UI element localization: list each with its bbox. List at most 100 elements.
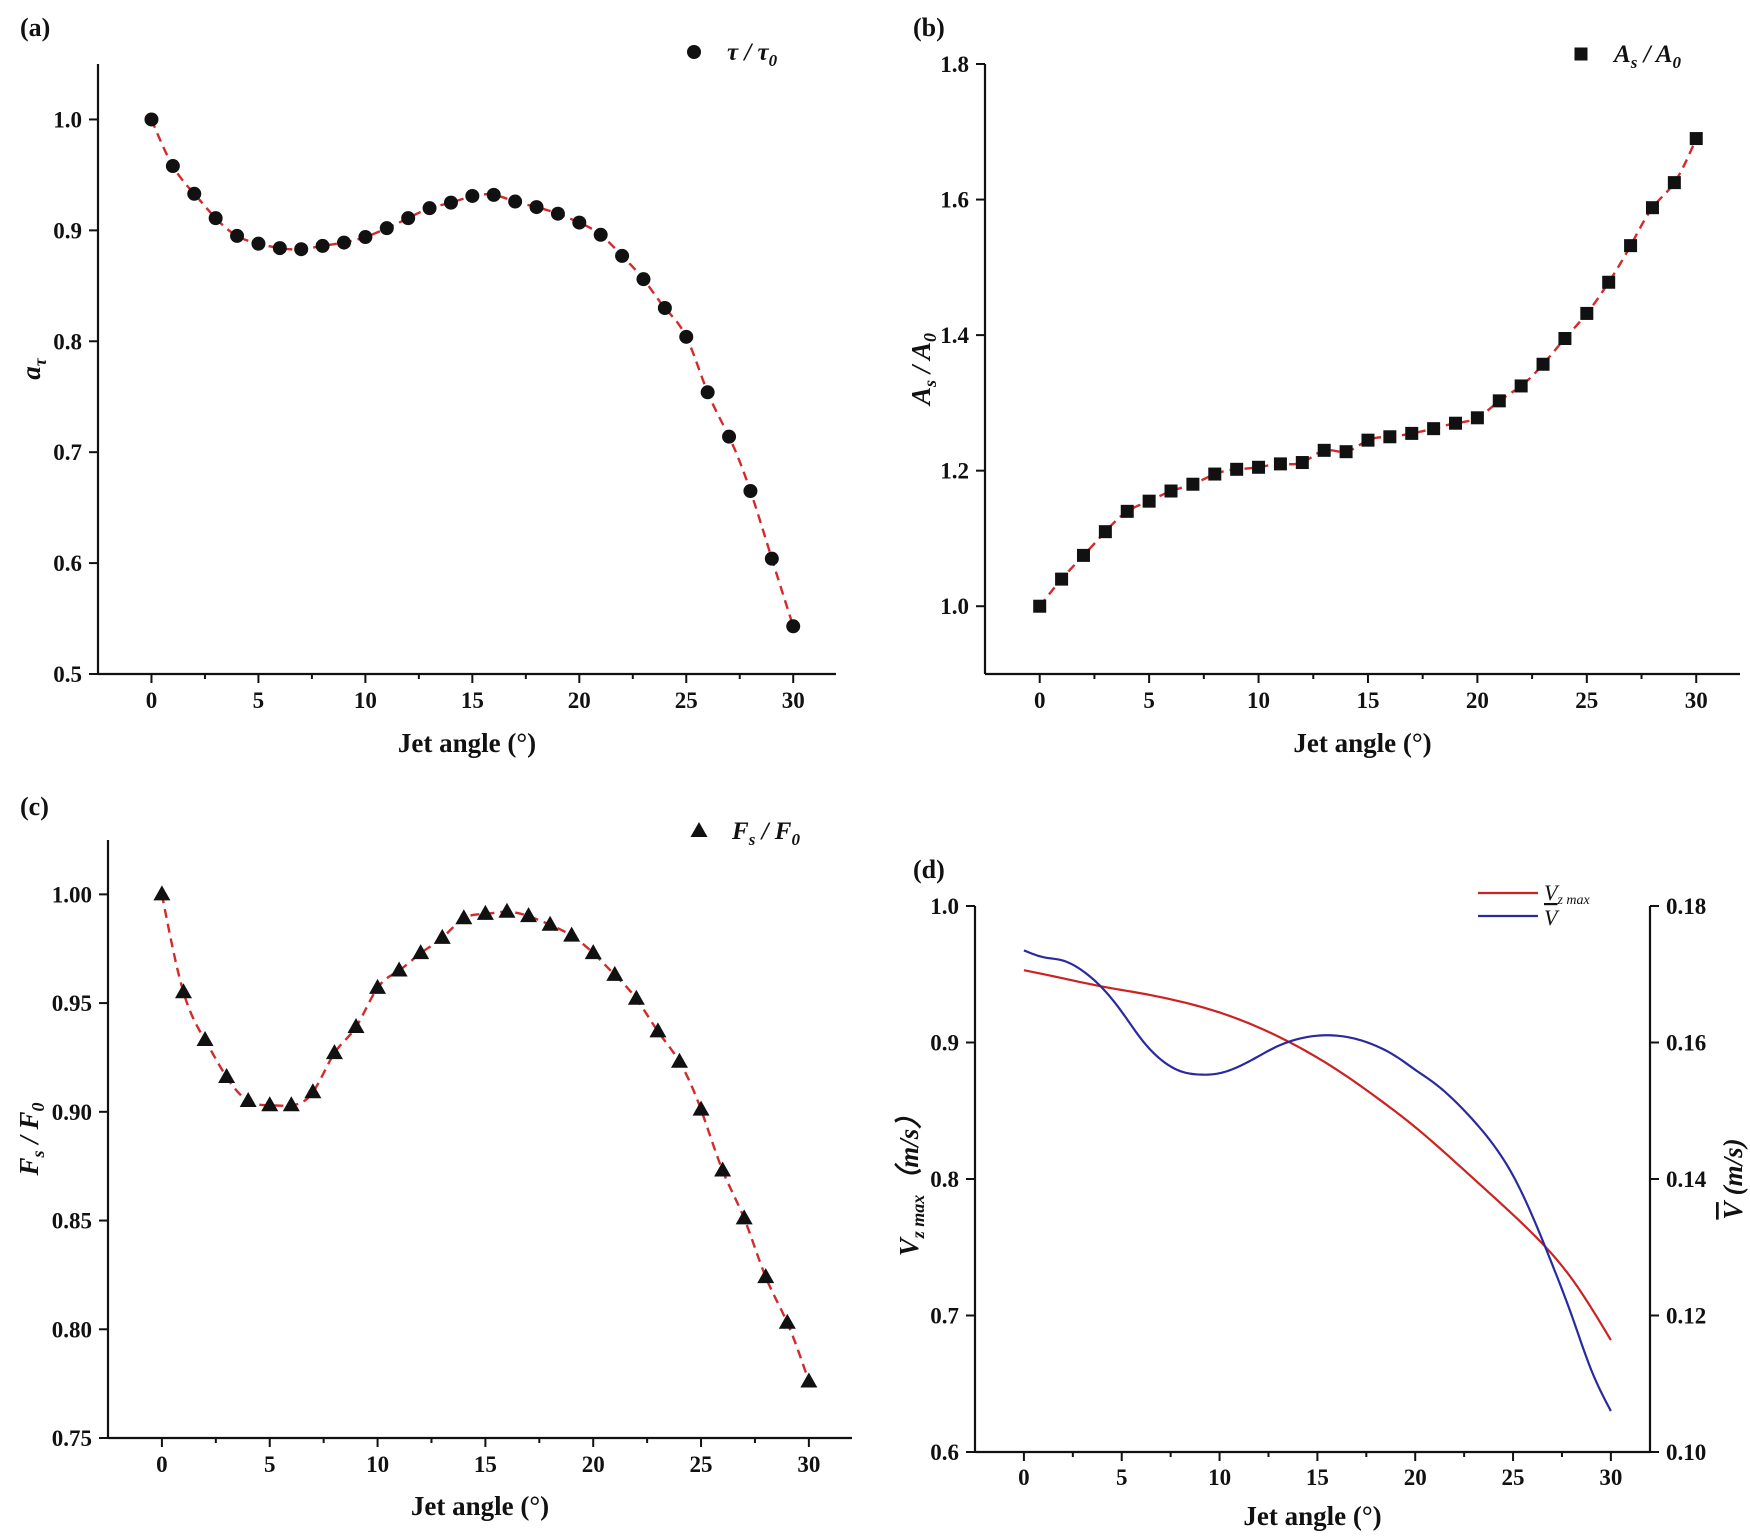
data-point <box>358 230 373 245</box>
data-point <box>743 484 758 498</box>
data-point <box>1273 457 1287 471</box>
y-tick-label: 0.85 <box>52 1209 92 1234</box>
y-tick-label: 0.90 <box>52 1100 92 1125</box>
x-tick-label: 0 <box>146 688 158 713</box>
data-point <box>657 301 672 315</box>
data-point <box>541 915 559 931</box>
data-point <box>465 188 480 203</box>
y2-tick-label: 0.14 <box>1666 1167 1707 1192</box>
data-point <box>174 983 192 999</box>
data-point <box>735 1209 753 1225</box>
data-point <box>778 1313 796 1329</box>
data-point <box>498 902 516 918</box>
data-point <box>670 1052 688 1068</box>
data-point <box>1076 548 1090 562</box>
panel-label: (b) <box>913 13 945 42</box>
data-point <box>455 909 473 925</box>
data-point <box>692 1100 710 1116</box>
chart-panel-d: (d) 0 5 10 15 20 25 30 0.6 0.7 0.8 0.9 1.0 0.10 0.12 0.… <box>894 855 1748 1531</box>
y2-tick-label: 0.12 <box>1666 1304 1706 1329</box>
y-axis-title: aτ <box>16 357 50 380</box>
data-point <box>1624 239 1638 253</box>
y-axis-title: As / A0 <box>906 333 940 407</box>
legend-label: As / A0 <box>1612 41 1682 72</box>
x-tick-label: 30 <box>1685 688 1708 713</box>
data-point <box>1361 433 1375 447</box>
data-point <box>272 241 287 256</box>
x-tick-label: 30 <box>797 1452 820 1477</box>
x-tick-label: 5 <box>1143 688 1155 713</box>
data-point <box>1689 132 1703 146</box>
data-point <box>1252 460 1266 474</box>
y-tick-label: 0.95 <box>52 991 92 1016</box>
data-point <box>412 944 430 960</box>
y-axis-title: Fs / F0 <box>14 1102 48 1176</box>
data-point <box>649 1022 667 1038</box>
data-point <box>1186 477 1200 491</box>
y2-tick-label: 0.18 <box>1666 894 1706 919</box>
data-point <box>1317 443 1331 457</box>
data-point <box>529 200 544 215</box>
data-point <box>1405 426 1419 440</box>
data-point <box>1230 462 1244 476</box>
data-point <box>422 201 437 216</box>
x-tick-label: 30 <box>1599 1465 1622 1490</box>
x-tick-label: 20 <box>582 1452 605 1477</box>
data-point <box>700 385 715 400</box>
x-axis-title: Jet angle (°) <box>411 1491 549 1521</box>
data-point <box>550 206 565 221</box>
data-point <box>208 211 223 226</box>
data-point <box>714 1161 732 1177</box>
y-tick-label: 1.4 <box>940 323 969 348</box>
legend-marker <box>690 822 708 837</box>
data-point <box>1449 416 1463 430</box>
x-tick-label: 20 <box>1404 1465 1427 1490</box>
legend-label: τ / τ0 <box>727 39 778 70</box>
vbar-line <box>1023 949 1612 1412</box>
x-axis-title: Jet angle (°) <box>1293 728 1431 758</box>
x-tick-label: 15 <box>1306 1465 1329 1490</box>
y-tick-label: 0.5 <box>53 662 82 687</box>
x-tick-label: 15 <box>474 1452 497 1477</box>
legend-label: Fs / F0 <box>731 818 800 849</box>
y-tick-label: 1.2 <box>940 459 969 484</box>
data-point <box>800 1372 818 1388</box>
data-point <box>230 228 245 243</box>
y-tick-label: 0.9 <box>53 218 82 243</box>
x-tick-label: 25 <box>1502 1465 1525 1490</box>
y2-tick-label: 0.16 <box>1666 1031 1706 1056</box>
x-tick-label: 25 <box>675 688 698 713</box>
y-tick-label: 0.8 <box>53 329 82 354</box>
y-tick-label: 0.7 <box>930 1304 959 1329</box>
y-tick-label: 1.0 <box>940 594 969 619</box>
data-point <box>486 187 501 202</box>
x-tick-label: 5 <box>1116 1465 1128 1490</box>
data-point <box>165 159 180 174</box>
y2-axis-title: V (m/s) <box>1718 1138 1748 1219</box>
chart-panel-c: (c) 0 5 10 15 20 25 30 0.75 0.80 0.85 0.90 0.95 1.00 J… <box>14 792 852 1521</box>
data-point <box>282 1096 300 1112</box>
data-point <box>1602 275 1616 289</box>
data-point <box>239 1091 257 1107</box>
data-point <box>187 186 202 201</box>
data-point <box>508 194 523 209</box>
x-tick-label: 30 <box>782 688 805 713</box>
data-point <box>636 272 651 287</box>
y-tick-label: 0.6 <box>53 551 82 576</box>
data-point <box>1427 422 1441 436</box>
legend-marker <box>687 45 701 59</box>
data-point <box>443 195 458 210</box>
x-tick-label: 10 <box>1208 1465 1231 1490</box>
y-tick-label: 1.8 <box>940 52 969 77</box>
data-point <box>315 238 330 253</box>
data-point <box>563 926 581 942</box>
y-tick-label: 0.9 <box>930 1031 959 1056</box>
data-point <box>1098 525 1112 539</box>
data-point <box>294 242 309 257</box>
data-point <box>1033 599 1047 613</box>
data-point <box>337 235 351 250</box>
data-point <box>1580 306 1594 320</box>
y-axis-title: Vz max（m/s） <box>894 1102 928 1257</box>
y2-tick-label: 0.10 <box>1666 1440 1706 1465</box>
x-tick-label: 10 <box>366 1452 389 1477</box>
